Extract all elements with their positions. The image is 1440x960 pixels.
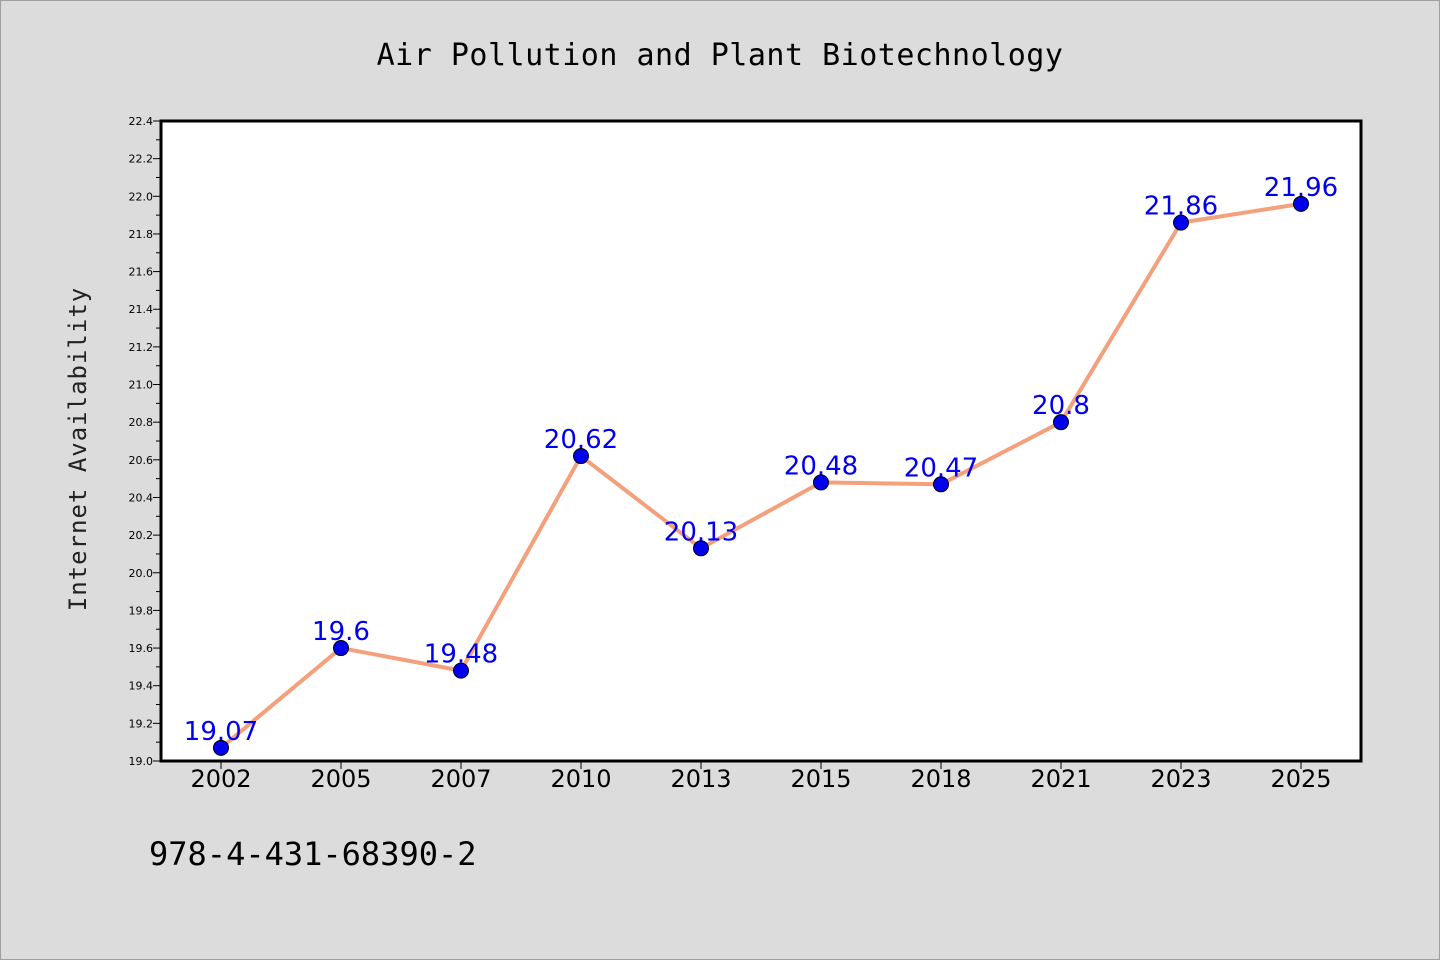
y-tick-label: 20.0 (129, 567, 154, 580)
data-label: 21.96 (1264, 173, 1338, 203)
data-labels-group: 19.07 19.6 19.48 20.62 20.13 20.48 20.47 20.8 21… (184, 173, 1338, 747)
x-tick-label: 2010 (550, 765, 611, 793)
data-label: 20.8 (1032, 391, 1090, 421)
x-tick-label: 2023 (1150, 765, 1211, 793)
series-line (219, 201, 1303, 750)
x-tick-label: 2007 (430, 765, 491, 793)
y-axis-label: Internet Availability (64, 287, 92, 611)
data-point (573, 448, 589, 465)
y-tick-label: 21.2 (129, 341, 154, 354)
isbn-text: 978-4-431-68390-2 (149, 835, 477, 873)
data-label: 20.62 (544, 425, 618, 455)
y-axis: 19.0 19.2 19.4 19.6 19.8 20.0 20.2 20.4 20.6 20.8… (129, 115, 161, 768)
data-point (453, 662, 469, 679)
plot-frame (159, 119, 1363, 763)
data-point (693, 540, 709, 557)
plot-area (161, 121, 1361, 761)
y-tick-label: 20.2 (129, 529, 154, 542)
y-tick-label: 19.0 (129, 755, 154, 768)
y-tick-label: 19.4 (129, 680, 154, 693)
y-tick-label: 21.6 (129, 266, 154, 279)
data-point (333, 640, 349, 657)
data-label: 20.13 (664, 517, 738, 547)
x-tick-label: 2013 (670, 765, 731, 793)
data-point (933, 476, 949, 493)
y-tick-label: 21.4 (129, 303, 154, 316)
y-tick-label: 22.2 (129, 153, 154, 166)
x-tick-label: 2021 (1030, 765, 1091, 793)
y-tick-label: 20.6 (129, 454, 154, 467)
y-tick-label: 20.8 (129, 416, 154, 429)
x-tick-label: 2002 (190, 765, 251, 793)
x-tick-label: 2015 (790, 765, 851, 793)
y-tick-label: 19.8 (129, 604, 154, 617)
data-point (213, 739, 229, 756)
y-tick-label: 22.0 (129, 190, 154, 203)
series-group (213, 195, 1309, 756)
data-label: 19.48 (424, 640, 498, 670)
data-point (813, 474, 829, 491)
data-label: 20.47 (904, 453, 978, 483)
data-point (1173, 214, 1189, 231)
chart-title: Air Pollution and Plant Biotechnology (377, 38, 1064, 73)
y-tick-label: 21.0 (129, 379, 154, 392)
x-axis: 2002 2005 2007 2010 2013 2015 2018 2021 2023 2025 (190, 761, 1332, 793)
y-tick-label: 21.8 (129, 228, 154, 241)
data-label: 20.48 (784, 451, 858, 481)
y-tick-label: 22.4 (129, 115, 154, 128)
y-tick-label: 20.4 (129, 491, 154, 504)
x-tick-label: 2025 (1270, 765, 1331, 793)
y-tick-label: 19.2 (129, 717, 154, 730)
data-point (1293, 195, 1309, 212)
data-label: 19.6 (312, 617, 370, 647)
y-tick-label: 19.6 (129, 642, 154, 655)
data-label: 21.86 (1144, 192, 1218, 222)
data-label: 19.07 (184, 717, 258, 747)
data-point (1053, 414, 1069, 431)
x-tick-label: 2018 (910, 765, 971, 793)
x-tick-label: 2005 (310, 765, 371, 793)
